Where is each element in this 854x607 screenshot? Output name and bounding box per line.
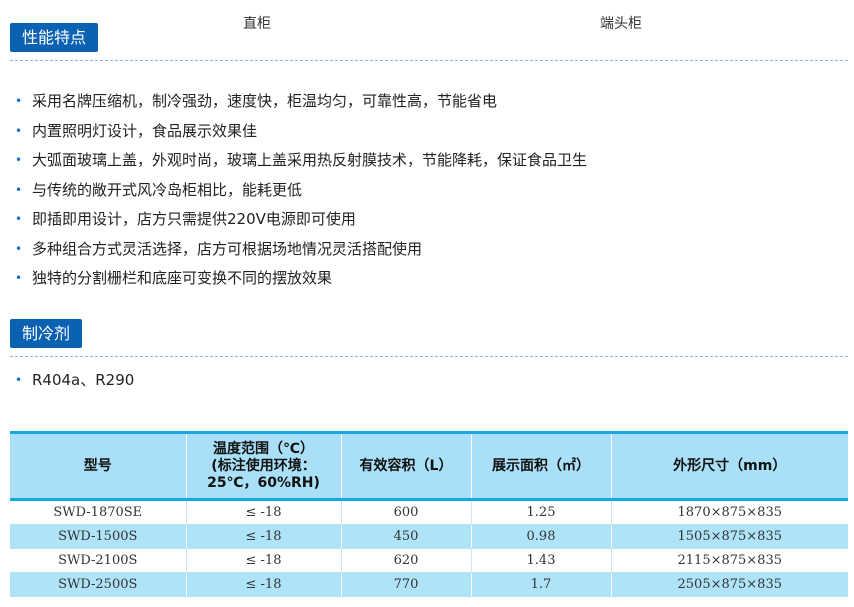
- header-model: 型号: [10, 432, 186, 501]
- list-item: • 与传统的敞开式风冷岛柜相比，能耗更低: [10, 176, 587, 206]
- bullet-icon: •: [15, 123, 23, 138]
- refrigerant-list: • R404a、R290: [10, 366, 134, 396]
- caption-upright-cabinet: 直柜: [243, 16, 271, 32]
- cell-temperature: ≤ -18: [185, 572, 341, 597]
- list-item: • 即插即用设计，店方只需提供220V电源即可使用: [10, 205, 587, 235]
- bullet-icon: •: [15, 373, 23, 387]
- header-dimensions: 外形尺寸（mm）: [610, 432, 848, 501]
- cell-temperature: ≤ -18: [185, 499, 341, 525]
- divider: [10, 356, 848, 357]
- cell-model: SWD-1500S: [10, 524, 186, 549]
- divider: [10, 60, 848, 61]
- table-row: SWD-1500S ≤ -18 450 0.98 1505×875×835: [10, 524, 848, 549]
- cell-model: SWD-1870SE: [10, 499, 186, 525]
- list-item: • 采用名牌压缩机，制冷强劲，速度快，柜温均匀，可靠性高，节能省电: [10, 87, 587, 117]
- bullet-icon: •: [15, 153, 23, 167]
- table-row: SWD-1870SE ≤ -18 600 1.25 1870×875×835: [10, 499, 848, 525]
- table-row: SWD-2100S ≤ -18 620 1.43 2115×875×835: [10, 548, 848, 573]
- cell-volume: 450: [340, 524, 471, 549]
- cell-dimensions: 2115×875×835: [610, 548, 848, 573]
- header-display-area: 展示面积（㎡）: [470, 432, 611, 501]
- cell-dimensions: 2505×875×835: [610, 572, 848, 597]
- cell-model: SWD-2500S: [10, 572, 186, 597]
- cell-area: 1.7: [470, 572, 611, 597]
- bullet-icon: •: [15, 271, 23, 285]
- list-item: • 多种组合方式灵活选择，店方可根据场地情况灵活搭配使用: [10, 235, 587, 265]
- spec-table: 型号 温度范围（℃） (标注使用环境： 25℃，60%RH) 有效容积（L） 展…: [10, 431, 848, 597]
- cell-area: 0.98: [470, 524, 611, 549]
- list-item: • 独特的分割栅栏和底座可变换不同的摆放效果: [10, 264, 587, 294]
- cell-area: 1.43: [470, 548, 611, 573]
- bullet-icon: •: [15, 182, 23, 197]
- features-list: • 采用名牌压缩机，制冷强劲，速度快，柜温均匀，可靠性高，节能省电 • 内置照明灯设…: [10, 87, 587, 294]
- cell-temperature: ≤ -18: [185, 524, 341, 549]
- header-volume: 有效容积（L）: [340, 432, 471, 501]
- cell-volume: 600: [340, 499, 471, 525]
- cell-area: 1.25: [470, 499, 611, 525]
- list-item: • R404a、R290: [10, 366, 134, 396]
- table-header-row: 型号 温度范围（℃） (标注使用环境： 25℃，60%RH) 有效容积（L） 展…: [10, 432, 848, 501]
- cell-temperature: ≤ -18: [185, 548, 341, 573]
- features-heading: 性能特点: [10, 23, 99, 52]
- bullet-icon: •: [15, 94, 23, 108]
- header-temperature: 温度范围（℃） (标注使用环境： 25℃，60%RH): [185, 432, 341, 501]
- table-row: SWD-2500S ≤ -18 770 1.7 2505×875×835: [10, 572, 848, 597]
- list-item: • 内置照明灯设计，食品展示效果佳: [10, 117, 587, 147]
- list-item: • 大弧面玻璃上盖，外观时尚，玻璃上盖采用热反射膜技术，节能降耗，保证食品卫生: [10, 146, 587, 176]
- cell-dimensions: 1870×875×835: [610, 499, 848, 525]
- bullet-icon: •: [15, 212, 23, 226]
- caption-end-cabinet: 端头柜: [600, 16, 642, 32]
- cell-dimensions: 1505×875×835: [610, 524, 848, 549]
- refrigerant-heading: 制冷剂: [10, 319, 83, 348]
- cell-volume: 620: [340, 548, 471, 573]
- cell-volume: 770: [340, 572, 471, 597]
- cell-model: SWD-2100S: [10, 548, 186, 573]
- bullet-icon: •: [15, 241, 23, 256]
